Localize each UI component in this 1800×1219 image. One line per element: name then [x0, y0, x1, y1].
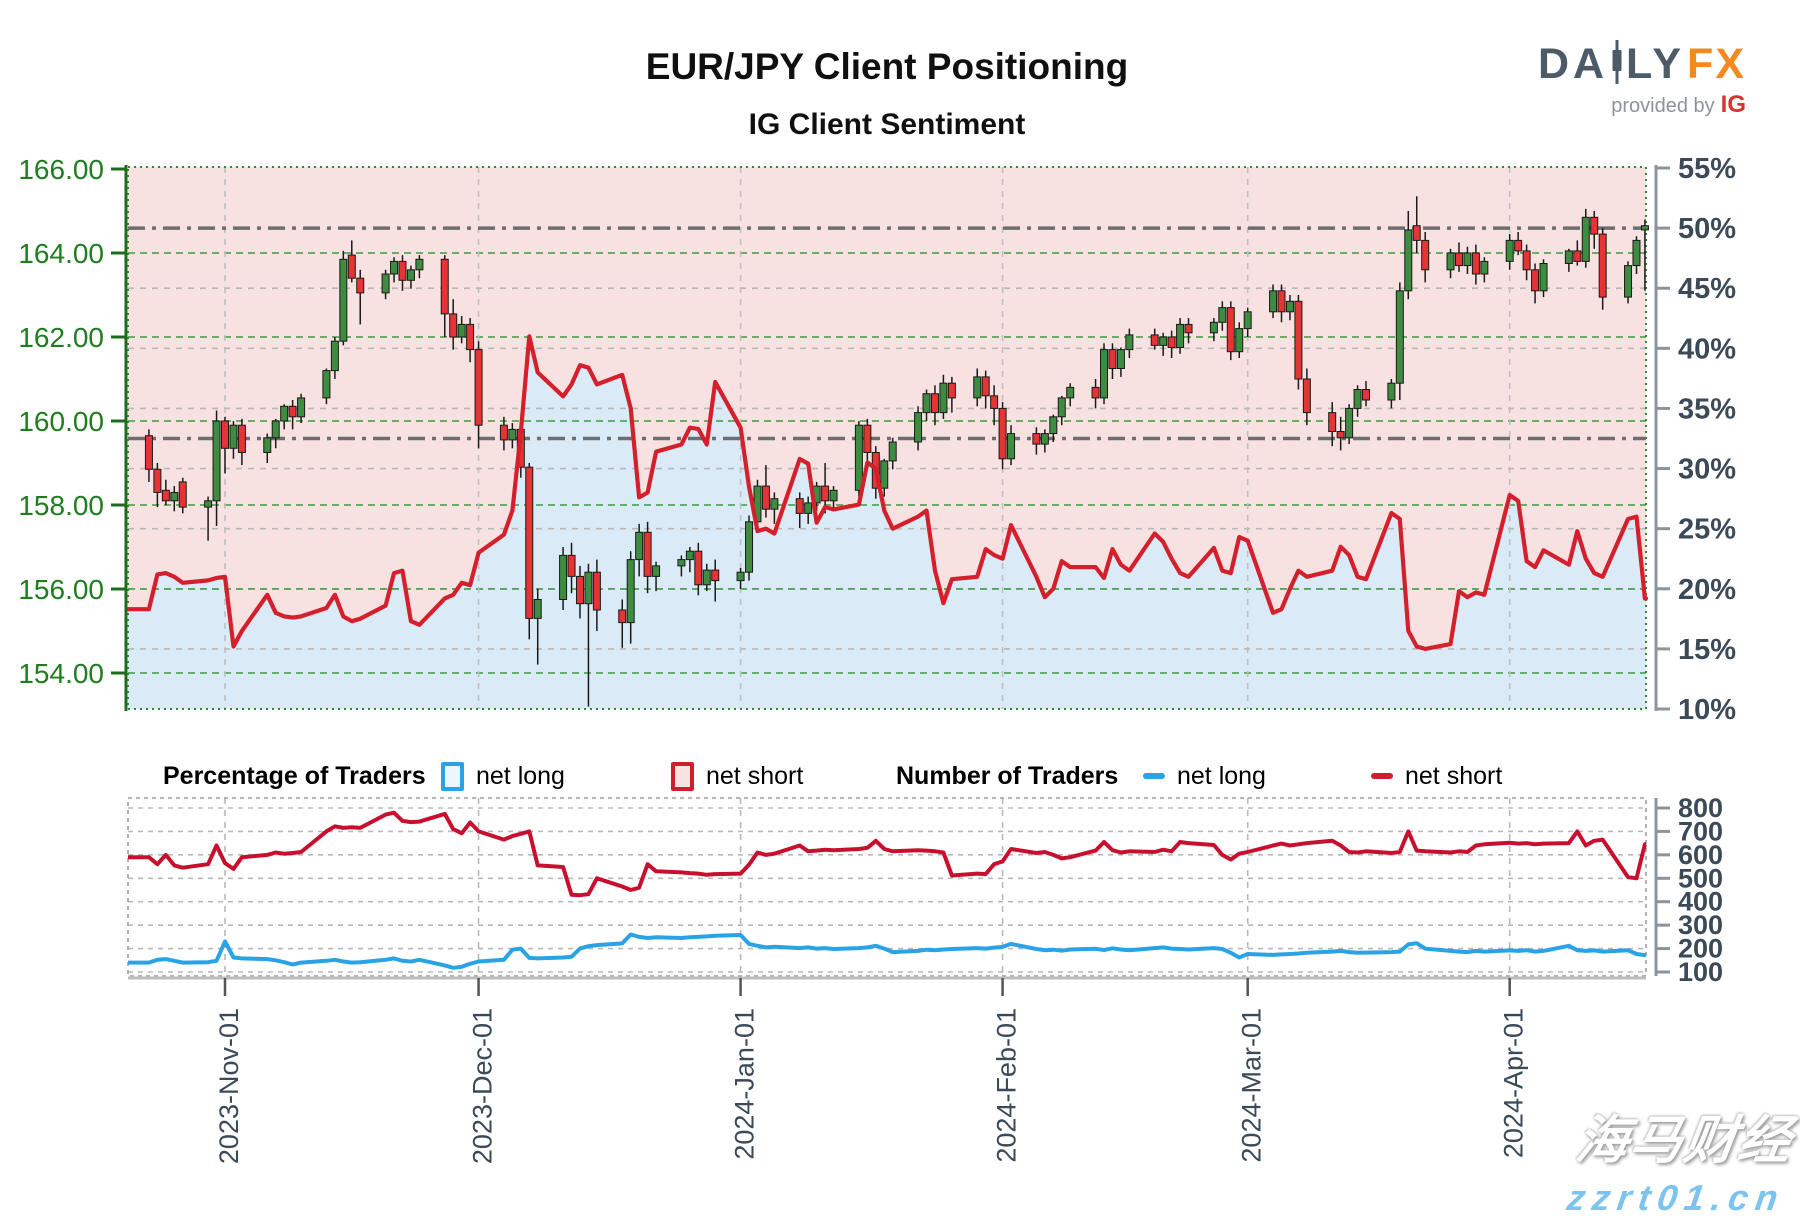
- dailyfx-logo: DA LY FX provided by IG: [1516, 40, 1746, 119]
- pct-net-long-label: net long: [476, 761, 565, 790]
- svg-text:800: 800: [1678, 793, 1723, 823]
- x-tick-label: 2023-Nov-01: [214, 1008, 244, 1164]
- svg-text:400: 400: [1678, 887, 1723, 917]
- date-axis: 2023-Nov-01 2023-Dec-01 2024-Jan-01 2024-Fe…: [128, 976, 1646, 1164]
- dailyfx-wordmark: DA LY FX: [1516, 40, 1746, 89]
- x-tick-label: 2024-Feb-01: [992, 1008, 1022, 1163]
- price-axis-left: 166.00 164.00 162.00 160.00 158.00 156.00 154.…: [18, 154, 128, 711]
- svg-text:100: 100: [1678, 957, 1723, 987]
- legend-pct-net-short: net short: [671, 752, 803, 800]
- x-tick-label: 2023-Dec-01: [468, 1008, 498, 1164]
- svg-text:164.00: 164.00: [18, 238, 104, 269]
- svg-text:200: 200: [1678, 934, 1723, 964]
- logo-text-ly: LY: [1626, 40, 1686, 88]
- chart-subtitle: IG Client Sentiment: [748, 108, 1026, 141]
- count-net-long-label: net long: [1177, 761, 1266, 790]
- watermark-cjk: 海马财经: [1572, 1112, 1797, 1170]
- svg-text:154.00: 154.00: [18, 658, 104, 689]
- count-header-label: Number of Traders: [896, 761, 1119, 790]
- price-candles: [144, 196, 1649, 707]
- legend-pct-net-long: net long: [441, 752, 565, 800]
- logo-text-fx: FX: [1687, 40, 1746, 88]
- svg-text:10%: 10%: [1678, 694, 1736, 726]
- legend-count-net-long: net long: [1143, 752, 1266, 800]
- legend-count-header: Number of Traders: [896, 752, 1118, 800]
- svg-text:50%: 50%: [1678, 213, 1736, 245]
- pct-axis-right: 55% 50% 45% 40% 35% 30% 25% 20% 15% 10%: [1654, 153, 1736, 726]
- svg-text:15%: 15%: [1678, 634, 1736, 666]
- svg-text:45%: 45%: [1678, 273, 1736, 305]
- svg-text:500: 500: [1678, 863, 1723, 893]
- legend-count-net-short: net short: [1371, 752, 1502, 800]
- svg-text:35%: 35%: [1678, 393, 1736, 425]
- svg-text:25%: 25%: [1678, 514, 1736, 546]
- svg-text:20%: 20%: [1678, 574, 1736, 606]
- x-tick-label: 2024-Apr-01: [1499, 1008, 1529, 1158]
- svg-text:30%: 30%: [1678, 454, 1736, 486]
- watermark-url: zzrt01.cn: [1564, 1177, 1788, 1218]
- net-short-count-line: [128, 810, 1647, 898]
- svg-text:156.00: 156.00: [18, 574, 104, 605]
- candlestick-icon: [1611, 40, 1623, 89]
- x-tick-label: 2024-Jan-01: [730, 1008, 760, 1160]
- svg-text:700: 700: [1678, 816, 1723, 846]
- ig-logo: IG: [1720, 91, 1746, 118]
- svg-text:158.00: 158.00: [18, 490, 104, 521]
- svg-text:300: 300: [1678, 910, 1723, 940]
- net-long-line-swatch: [1143, 773, 1165, 779]
- net-long-count-line: [128, 932, 1647, 970]
- net-long-square-swatch: [441, 761, 464, 791]
- pct-header-label: Percentage of Traders: [163, 761, 426, 790]
- net-short-line-swatch: [1371, 773, 1393, 779]
- logo-text-da: DA: [1537, 40, 1609, 88]
- net-long-area: [128, 336, 1646, 709]
- svg-text:55%: 55%: [1678, 153, 1736, 185]
- x-tick-label: 2024-Mar-01: [1237, 1008, 1267, 1163]
- svg-text:600: 600: [1678, 840, 1723, 870]
- main-gridlines: [127, 166, 1647, 710]
- svg-text:162.00: 162.00: [18, 322, 104, 353]
- logo-provided-by: provided by IG: [1516, 91, 1746, 119]
- pct-net-short-label: net short: [706, 761, 804, 790]
- svg-text:160.00: 160.00: [18, 406, 104, 437]
- provided-by-text: provided by: [1611, 95, 1715, 117]
- page-title: EUR/JPY Client Positioning: [645, 46, 1129, 87]
- count-net-short-label: net short: [1405, 761, 1503, 790]
- svg-text:166.00: 166.00: [18, 154, 104, 185]
- legend-pct-header: Percentage of Traders: [163, 752, 426, 800]
- net-short-square-swatch: [671, 761, 694, 791]
- watermark: 海马财经 zzrt01.cn: [1564, 1098, 1798, 1219]
- trader-count-plot: [127, 797, 1647, 977]
- net-long-pct-line: [125, 334, 1649, 651]
- svg-text:40%: 40%: [1678, 333, 1736, 365]
